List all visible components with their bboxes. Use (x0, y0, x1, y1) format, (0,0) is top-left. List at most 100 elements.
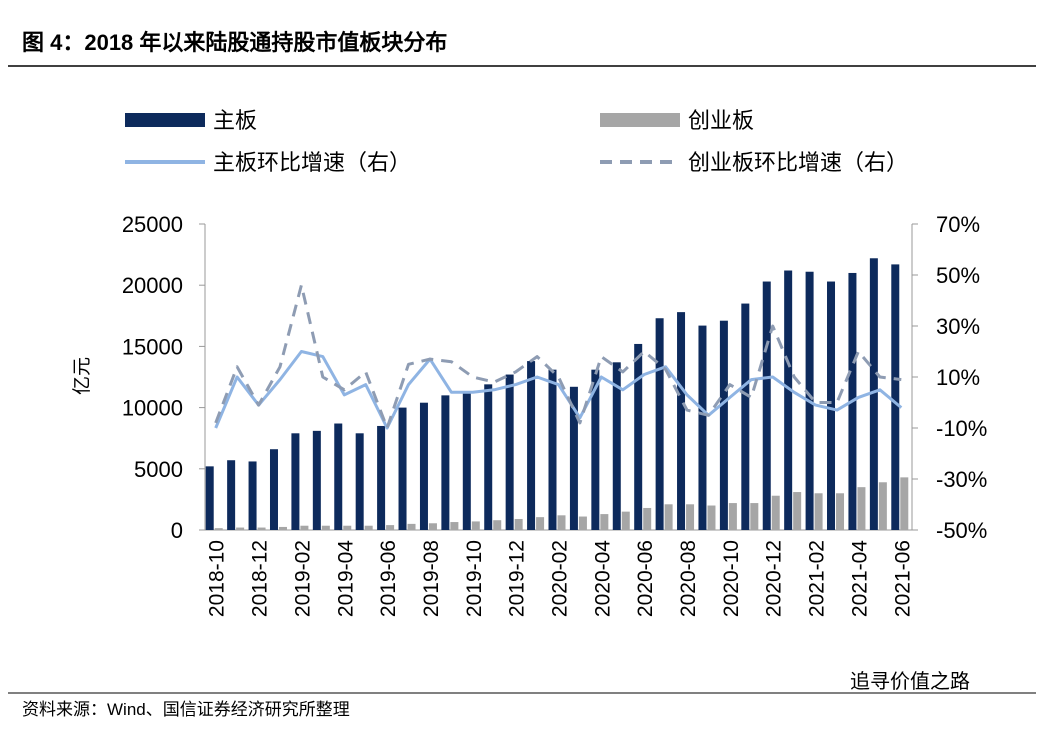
y2-tick-label: 70% (936, 212, 980, 237)
bar (227, 460, 236, 530)
bar (600, 514, 609, 530)
bar (793, 492, 802, 530)
bar (750, 503, 759, 530)
x-tick-label: 2019-08 (420, 540, 443, 617)
y-tick-label: 20000 (122, 273, 183, 298)
bar (900, 477, 909, 530)
legend-label: 主板 (213, 108, 257, 133)
x-tick-label: 2019-06 (377, 540, 400, 617)
x-tick-label: 2018-10 (206, 540, 229, 617)
bar (505, 374, 514, 530)
x-tick-label: 2020-02 (549, 540, 572, 617)
bar (814, 493, 823, 530)
bar (719, 320, 728, 530)
y2-tick-label: -50% (936, 518, 987, 543)
bar (612, 362, 621, 530)
bar (419, 402, 428, 530)
line-series (214, 283, 902, 430)
bar (214, 528, 223, 530)
y2-tick-label: 30% (936, 314, 980, 339)
bar (536, 517, 545, 530)
bar (355, 433, 364, 530)
bar (557, 515, 566, 530)
y-tick-label: 10000 (122, 396, 183, 421)
x-tick-label: 2021-04 (848, 540, 871, 617)
bar (514, 518, 523, 530)
legend-label: 创业板环比增速（右） (688, 150, 908, 175)
bar (527, 361, 536, 530)
bar (548, 369, 557, 530)
bar (398, 407, 407, 530)
bar (643, 507, 652, 530)
x-tick-label: 2020-10 (720, 540, 743, 617)
chart-title: 图 4：2018 年以来陆股通持股市值板块分布 (22, 30, 447, 55)
bar (677, 312, 686, 530)
y-tick-label: 5000 (134, 457, 183, 482)
bar (591, 369, 600, 530)
bar (578, 516, 587, 530)
bar (655, 318, 664, 530)
watermark: 追寻价值之路 (850, 670, 970, 693)
bar (634, 343, 643, 530)
y2-tick-label: 50% (936, 263, 980, 288)
x-tick-label: 2021-02 (806, 540, 829, 617)
bar (698, 325, 707, 530)
bar (343, 525, 352, 530)
bar (621, 511, 630, 530)
bar (686, 504, 695, 530)
bar (428, 523, 437, 530)
bar (836, 493, 845, 530)
bar (257, 527, 266, 530)
bar (741, 303, 750, 530)
legend-label: 创业板 (688, 108, 754, 133)
x-tick-label: 2019-02 (291, 540, 314, 617)
bar (364, 525, 373, 530)
bar (771, 495, 780, 530)
bar (878, 482, 887, 530)
bar (827, 281, 836, 530)
bar (236, 527, 245, 530)
bar (891, 264, 900, 530)
x-tick-label: 2019-04 (334, 540, 357, 617)
bar (484, 384, 493, 530)
line-series (214, 350, 903, 430)
x-tick-label: 2020-12 (763, 540, 786, 617)
legend-swatch (125, 113, 205, 127)
x-tick-label: 2019-12 (506, 540, 529, 617)
bar (291, 433, 300, 530)
bar (278, 526, 287, 530)
x-tick-label: 2020-04 (591, 540, 614, 617)
y2-tick-label: 10% (936, 365, 980, 390)
bar (321, 525, 330, 530)
x-tick-label: 2021-06 (891, 540, 914, 617)
x-tick-label: 2020-08 (677, 540, 700, 617)
bar (869, 258, 878, 530)
y-axis-label: 亿元 (71, 357, 93, 395)
bar (857, 487, 866, 530)
bar (462, 391, 471, 530)
bar (441, 395, 450, 530)
source: 资料来源：Wind、国信证券经济研究所整理 (22, 700, 350, 719)
y2-tick-label: -10% (936, 416, 987, 441)
bar (312, 430, 321, 530)
bar (762, 281, 771, 530)
bar (300, 525, 309, 530)
y-tick-label: 0 (171, 518, 183, 543)
legend-label: 主板环比增速（右） (213, 150, 411, 175)
bar (784, 270, 793, 530)
x-tick-label: 2019-10 (463, 540, 486, 617)
y-tick-label: 25000 (122, 212, 183, 237)
bar (386, 525, 395, 530)
bar (471, 521, 480, 530)
bar (707, 505, 716, 530)
bar (205, 466, 214, 530)
bar (493, 520, 502, 530)
bar (334, 423, 343, 530)
legend-swatch (600, 113, 680, 127)
x-tick-label: 2018-12 (249, 540, 272, 617)
bar (569, 386, 578, 530)
y2-tick-label: -30% (936, 467, 987, 492)
x-tick-label: 2020-06 (634, 540, 657, 617)
y-tick-label: 15000 (122, 334, 183, 359)
